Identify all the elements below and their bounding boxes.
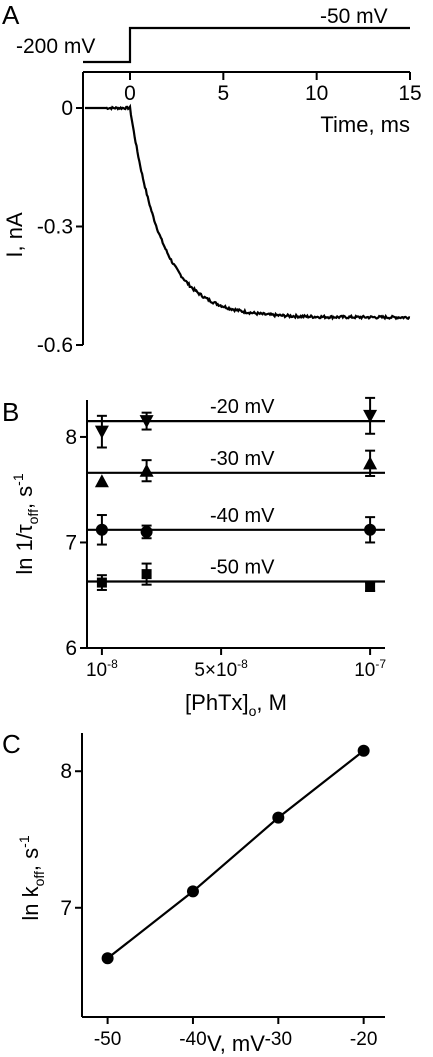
b-y-axis-label: ln 1/τoff, s-1 [10, 473, 41, 574]
c-x-tick-label: -40 [179, 1029, 206, 1050]
a-x-axis-label: Time, ms [320, 112, 410, 137]
c-x-axis-label: V, mV [207, 1031, 265, 1056]
b-x-axis-label: [PhTx]o, M [185, 690, 287, 719]
panel-c: 78 -50 -40 -30 -20 V, mV ln koff, s-1 [16, 733, 385, 1056]
b-point-triangle-down [94, 425, 109, 439]
a-x-tick-label: 15 [398, 82, 421, 105]
b-point-triangle-up [363, 456, 378, 470]
b-series-labels: -20 mV -30 mV -40 mV -50 mV [210, 396, 275, 578]
voltage-protocol-line [83, 26, 410, 64]
b-point-square [96, 577, 107, 588]
c-x-ticks: -50 -40 -30 -20 [94, 1017, 377, 1050]
b-y-tick-label: 7 [65, 531, 77, 554]
a-x-tick-label: 0 [124, 82, 136, 105]
b-point-triangle-up [139, 463, 154, 477]
a-y-tick-label: -0.3 [37, 216, 73, 239]
b-point-triangle-down [139, 415, 154, 429]
b-point-square [141, 569, 152, 580]
b-series-label: -50 mV [210, 557, 275, 579]
panel-letter-a: A [2, 0, 20, 30]
c-point [357, 744, 370, 757]
b-series-label: -30 mV [210, 448, 275, 470]
b-point-triangle-up [94, 474, 109, 488]
a-y-axis-label: I, nA [2, 212, 27, 258]
a-x-ticks: 0 5 10 15 [124, 72, 422, 105]
b-point-circle [140, 525, 153, 538]
panel-letter-b: B [2, 397, 19, 427]
b-series-label: -20 mV [210, 396, 275, 418]
b-fit-lines [87, 420, 385, 583]
step-voltage-label: -50 mV [320, 5, 388, 28]
a-x-tick-label: 10 [305, 82, 328, 105]
b-markers [94, 409, 378, 592]
c-markers [101, 744, 370, 965]
b-x-tick-label: 5×10-8 [194, 657, 248, 681]
c-x-tick-label: -50 [94, 1029, 121, 1050]
a-x-tick-label: 5 [217, 82, 229, 105]
current-trace [84, 103, 411, 321]
c-y-axis-label: ln koff, s-1 [16, 835, 47, 920]
c-y-ticks: 78 [60, 760, 82, 920]
b-point-square [365, 581, 376, 592]
c-x-tick-label: -30 [265, 1029, 292, 1050]
b-x-tick-label: 10-8 [86, 657, 118, 681]
a-y-tick-label: -0.6 [37, 334, 73, 357]
c-fit-line [106, 749, 365, 960]
c-point [186, 885, 199, 898]
hold-voltage-label: -200 mV [16, 35, 95, 58]
b-y-ticks: 6 7 8 [65, 426, 87, 660]
b-x-ticks: 10-8 5×10-8 10-7 [86, 648, 386, 681]
a-y-tick-label: 0 [61, 97, 73, 120]
b-y-tick-label: 8 [65, 426, 77, 449]
c-y-tick-label: 7 [60, 897, 72, 920]
b-point-triangle-down [363, 409, 378, 423]
panel-a: -200 mV -50 mV 0 5 10 15 0 -0.3 -0.6 Time, ms… [2, 5, 422, 357]
c-point [272, 811, 285, 824]
b-point-circle [364, 523, 377, 536]
b-series-label: -40 mV [210, 505, 275, 527]
panel-letter-c: C [2, 729, 21, 759]
b-point-circle [95, 523, 108, 536]
c-y-tick-label: 8 [60, 760, 72, 783]
c-point [101, 952, 114, 965]
a-y-ticks: 0 -0.3 -0.6 [37, 97, 83, 357]
panel-b: 6 7 8 10-8 5×10-8 10-7 -20 mV -30 mV -40 mV -50… [10, 396, 386, 719]
b-y-tick-label: 6 [65, 637, 77, 660]
c-x-tick-label: -20 [350, 1029, 377, 1050]
b-x-tick-label: 10-7 [354, 657, 386, 681]
